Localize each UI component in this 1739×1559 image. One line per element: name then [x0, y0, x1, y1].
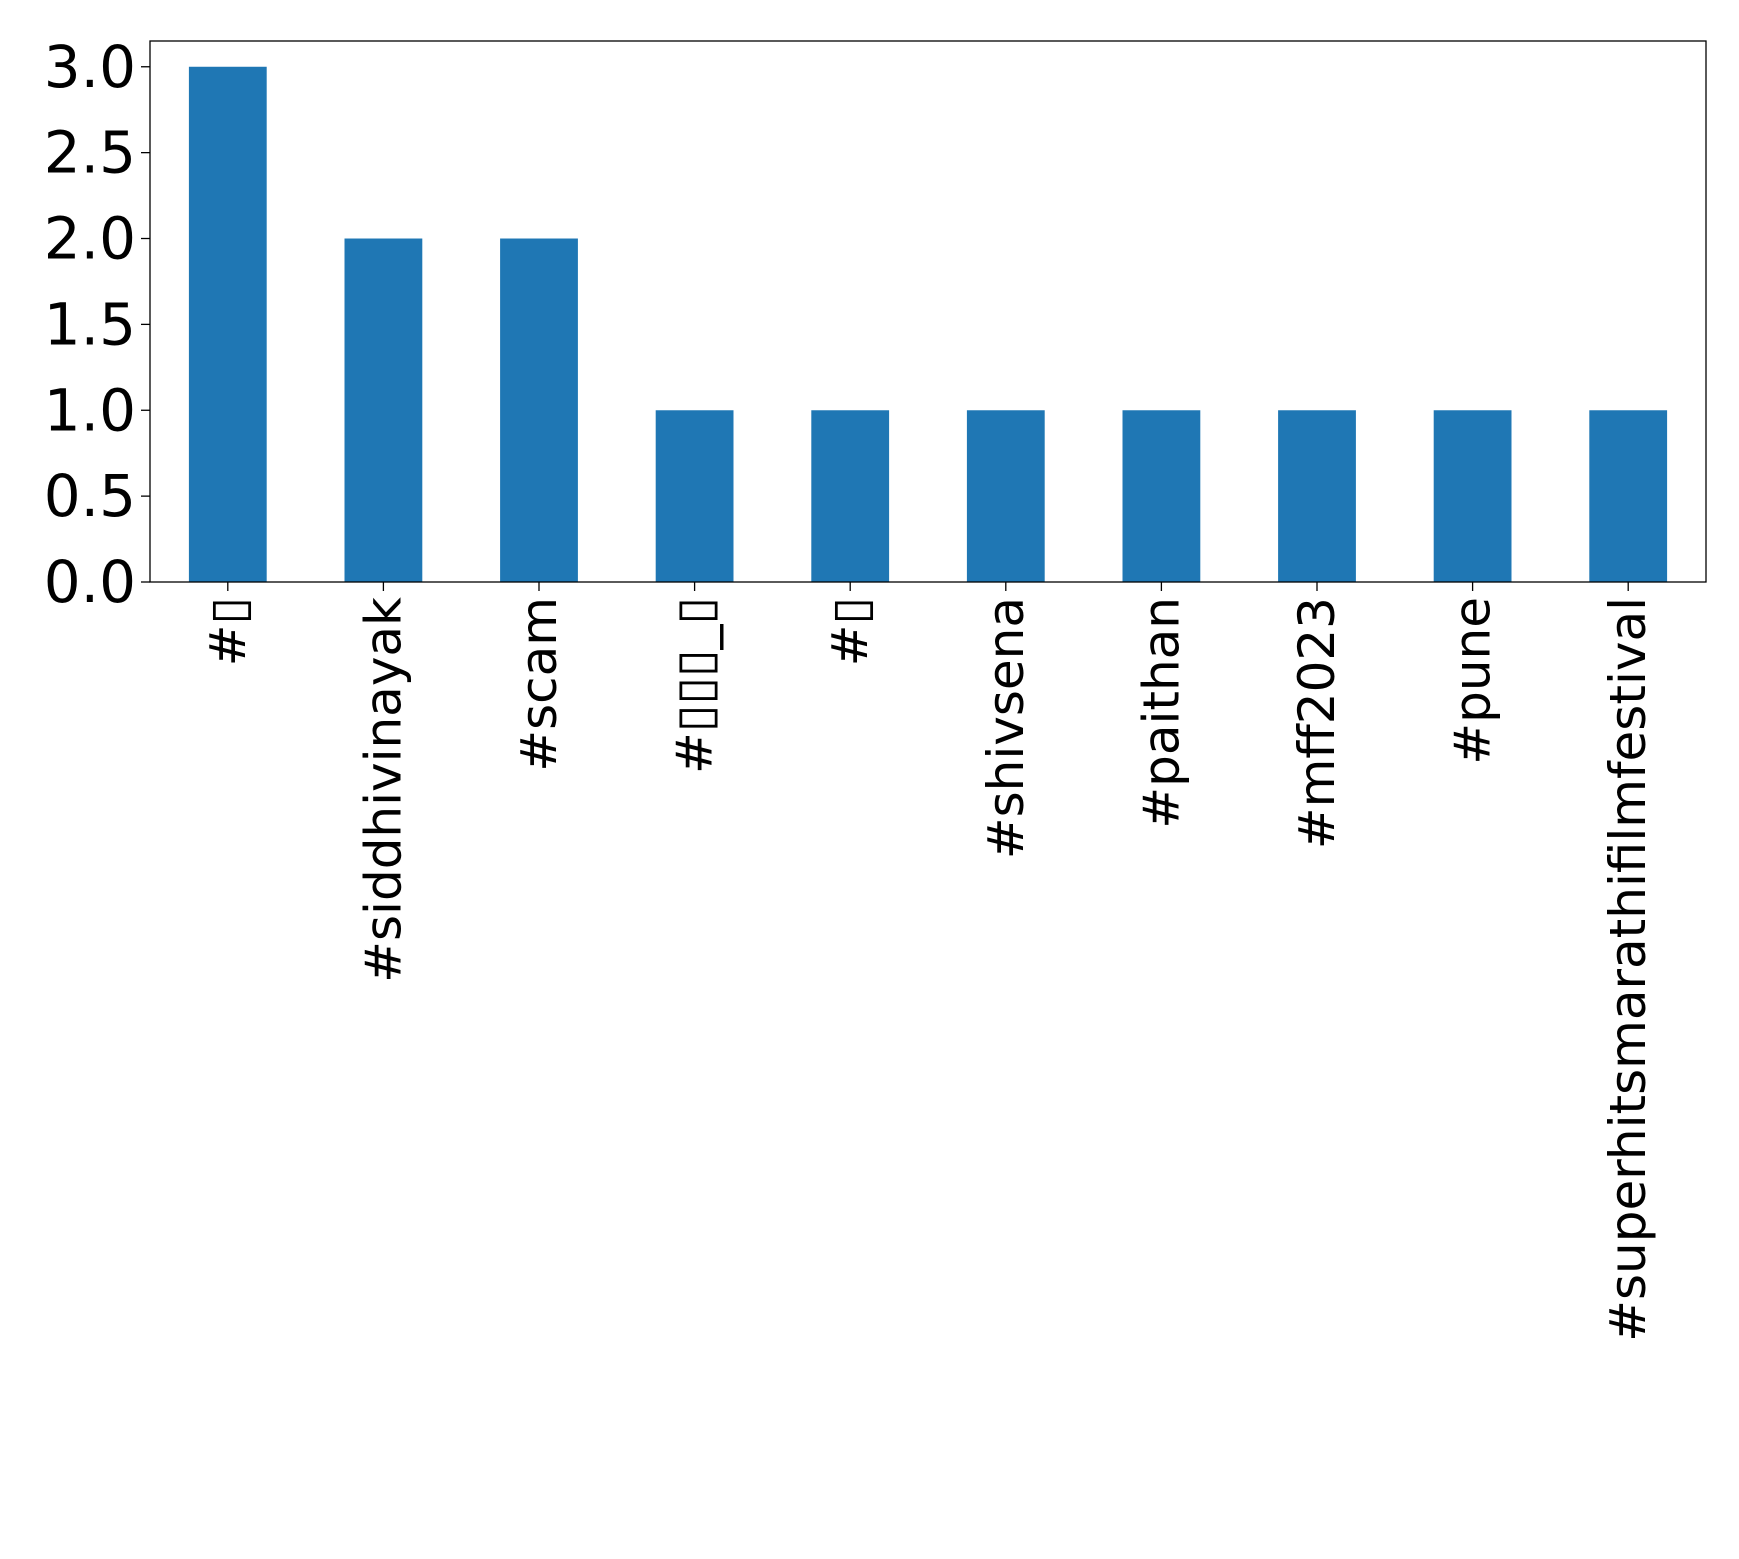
x-tick-label: #shivsena	[977, 597, 1035, 859]
x-tick-label: #▯	[199, 597, 257, 666]
y-tick-label: 2.5	[44, 119, 136, 187]
bar-6	[1122, 410, 1201, 582]
y-tick-label: 1.0	[44, 376, 136, 444]
bar-5	[966, 410, 1045, 582]
bar-1	[344, 238, 423, 582]
plot-frame	[149, 40, 1707, 583]
y-tick-label: 3.0	[44, 33, 136, 101]
y-tick-label: 0.5	[44, 462, 136, 530]
bar-7	[1278, 410, 1356, 582]
bar-0	[188, 66, 267, 582]
x-tick-label: #paithan	[1132, 597, 1190, 829]
bars-group	[188, 66, 1668, 582]
x-tick-label: #scam	[510, 597, 568, 772]
x-tick-label: #pune	[1444, 597, 1502, 765]
bar-8	[1433, 410, 1512, 582]
x-tick-label: #superhitsmarathifilmfestival	[1599, 597, 1657, 1342]
bar-2	[500, 238, 578, 582]
x-axis: #▯ #siddhivinayak #scam #▯▯▯_▯ #▯ #shivsena #p…	[199, 582, 1657, 1342]
x-tick-label: #siddhivinayak	[354, 597, 412, 983]
x-tick-label: #▯▯▯_▯	[666, 597, 724, 774]
y-axis: 0.0 0.5 1.0 1.5 2.0 2.5 3.0	[44, 33, 150, 616]
y-tick-label: 0.0	[44, 548, 136, 616]
bar-4	[811, 410, 890, 582]
y-tick-label: 1.5	[44, 290, 136, 358]
x-tick-label: #▯	[821, 597, 879, 666]
y-tick-label: 2.0	[44, 205, 136, 273]
bar-3	[655, 410, 734, 582]
bar-9	[1589, 410, 1668, 582]
x-tick-label: #mff2023	[1288, 597, 1346, 849]
